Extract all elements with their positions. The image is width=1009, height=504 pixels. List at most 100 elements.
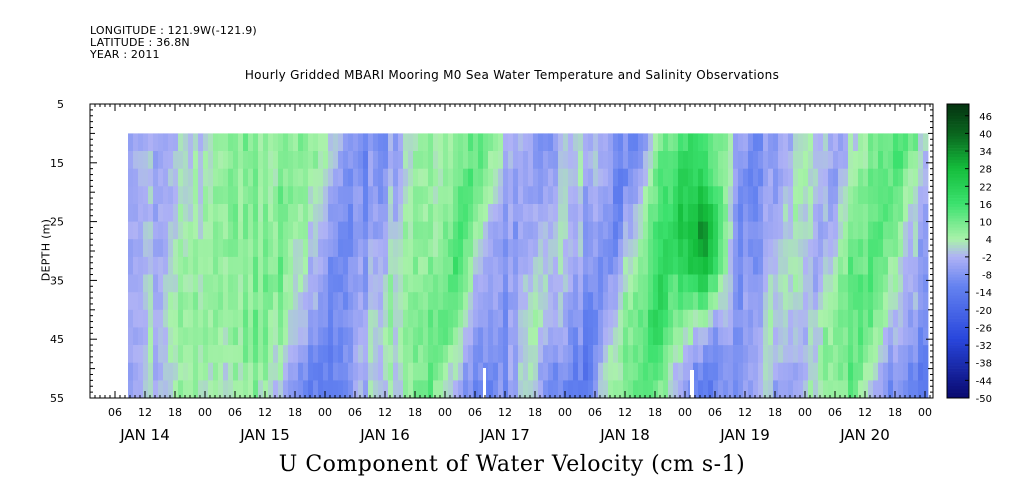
heatmap-cell xyxy=(673,221,679,240)
heatmap-cell xyxy=(543,256,549,275)
heatmap-cell xyxy=(488,239,494,258)
heatmap-cell xyxy=(268,256,274,275)
heatmap-cell xyxy=(158,239,164,258)
heatmap-cell xyxy=(778,239,784,258)
heatmap-cell xyxy=(528,256,534,275)
heatmap-cell xyxy=(598,292,604,311)
heatmap-cell xyxy=(148,309,154,328)
heatmap-cell xyxy=(508,256,514,275)
heatmap-cell xyxy=(273,204,279,222)
heatmap-cell xyxy=(203,362,209,381)
heatmap-cell xyxy=(243,256,249,275)
heatmap-cell xyxy=(178,168,184,187)
heatmap-cell xyxy=(833,256,839,275)
heatmap-cell xyxy=(253,327,259,346)
heatmap-cell xyxy=(293,274,299,293)
colorbar-segment xyxy=(947,377,969,381)
heatmap-cell xyxy=(288,292,294,311)
heatmap-cell xyxy=(468,274,474,293)
heatmap-cell xyxy=(838,168,844,187)
heatmap-cell xyxy=(308,380,314,399)
heatmap-cell xyxy=(873,221,879,240)
heatmap-cell xyxy=(463,168,469,187)
heatmap-cell xyxy=(428,327,434,346)
heatmap-cell xyxy=(748,274,754,293)
heatmap-cell xyxy=(398,380,404,399)
heatmap-cell xyxy=(583,151,589,169)
colorbar-segment xyxy=(947,321,969,325)
heatmap-cell xyxy=(888,168,894,187)
heatmap-cell xyxy=(643,221,649,240)
heatmap-cell xyxy=(318,380,324,399)
heatmap-cell xyxy=(433,239,439,258)
heatmap-cell xyxy=(418,168,424,187)
heatmap-cell xyxy=(508,362,514,381)
heatmap-cell xyxy=(888,256,894,275)
colorbar-segment xyxy=(947,298,969,302)
heatmap-cell xyxy=(873,292,879,311)
heatmap-cell xyxy=(373,256,379,275)
heatmap-cell xyxy=(708,168,714,187)
heatmap-cell xyxy=(223,256,229,275)
heatmap-cell xyxy=(538,239,544,258)
colorbar-segment xyxy=(947,262,969,266)
heatmap-cell xyxy=(608,221,614,240)
x-hour-label: 12 xyxy=(258,406,272,419)
heatmap-cell xyxy=(688,133,694,152)
heatmap-cell xyxy=(693,204,699,222)
heatmap-cell xyxy=(908,239,914,258)
heatmap-cell xyxy=(628,151,634,169)
heatmap-cell xyxy=(758,327,764,346)
heatmap-cell xyxy=(513,186,519,205)
heatmap-cell xyxy=(348,239,354,258)
heatmap-cell xyxy=(868,292,874,311)
heatmap-cell xyxy=(748,309,754,328)
heatmap-cell xyxy=(438,292,444,311)
heatmap-cell xyxy=(438,380,444,399)
heatmap-cell xyxy=(533,168,539,187)
x-hour-label: 18 xyxy=(288,406,302,419)
heatmap-cell xyxy=(233,186,239,205)
heatmap-cell xyxy=(748,327,754,346)
heatmap-cell xyxy=(168,345,174,364)
heatmap-cell xyxy=(328,292,334,311)
heatmap-cell xyxy=(573,292,579,311)
heatmap-cell xyxy=(918,327,924,346)
heatmap-cell xyxy=(343,292,349,311)
heatmap-cell xyxy=(588,345,594,364)
heatmap-cell xyxy=(443,362,449,381)
colorbar-segment xyxy=(947,130,969,134)
heatmap-cell xyxy=(783,256,789,275)
heatmap-cell xyxy=(198,362,204,381)
heatmap-cell xyxy=(168,168,174,187)
heatmap-cell xyxy=(413,133,419,152)
heatmap-cell xyxy=(898,309,904,328)
heatmap-cell xyxy=(223,292,229,311)
year-label: YEAR : 2011 xyxy=(90,48,160,61)
heatmap-cell xyxy=(923,256,929,275)
heatmap-cell xyxy=(698,239,704,258)
heatmap-cell xyxy=(798,292,804,311)
heatmap-cell xyxy=(538,309,544,328)
heatmap-cell xyxy=(538,345,544,364)
heatmap-cell xyxy=(288,345,294,364)
heatmap-cell xyxy=(908,186,914,205)
heatmap-cell xyxy=(918,292,924,311)
colorbar-segment xyxy=(947,189,969,193)
heatmap-cell xyxy=(488,256,494,275)
heatmap-cell xyxy=(573,168,579,187)
heatmap-cell xyxy=(443,292,449,311)
heatmap-cell xyxy=(193,292,199,311)
heatmap-cell xyxy=(818,186,824,205)
heatmap-cell xyxy=(658,151,664,169)
heatmap-cell xyxy=(308,204,314,222)
heatmap-cell xyxy=(213,380,219,399)
heatmap-cell xyxy=(398,345,404,364)
heatmap-cell xyxy=(463,380,469,399)
heatmap-cell xyxy=(248,345,254,364)
heatmap-cell xyxy=(688,204,694,222)
heatmap-cell xyxy=(228,221,234,240)
heatmap-cell xyxy=(158,380,164,399)
heatmap-cell xyxy=(178,327,184,346)
